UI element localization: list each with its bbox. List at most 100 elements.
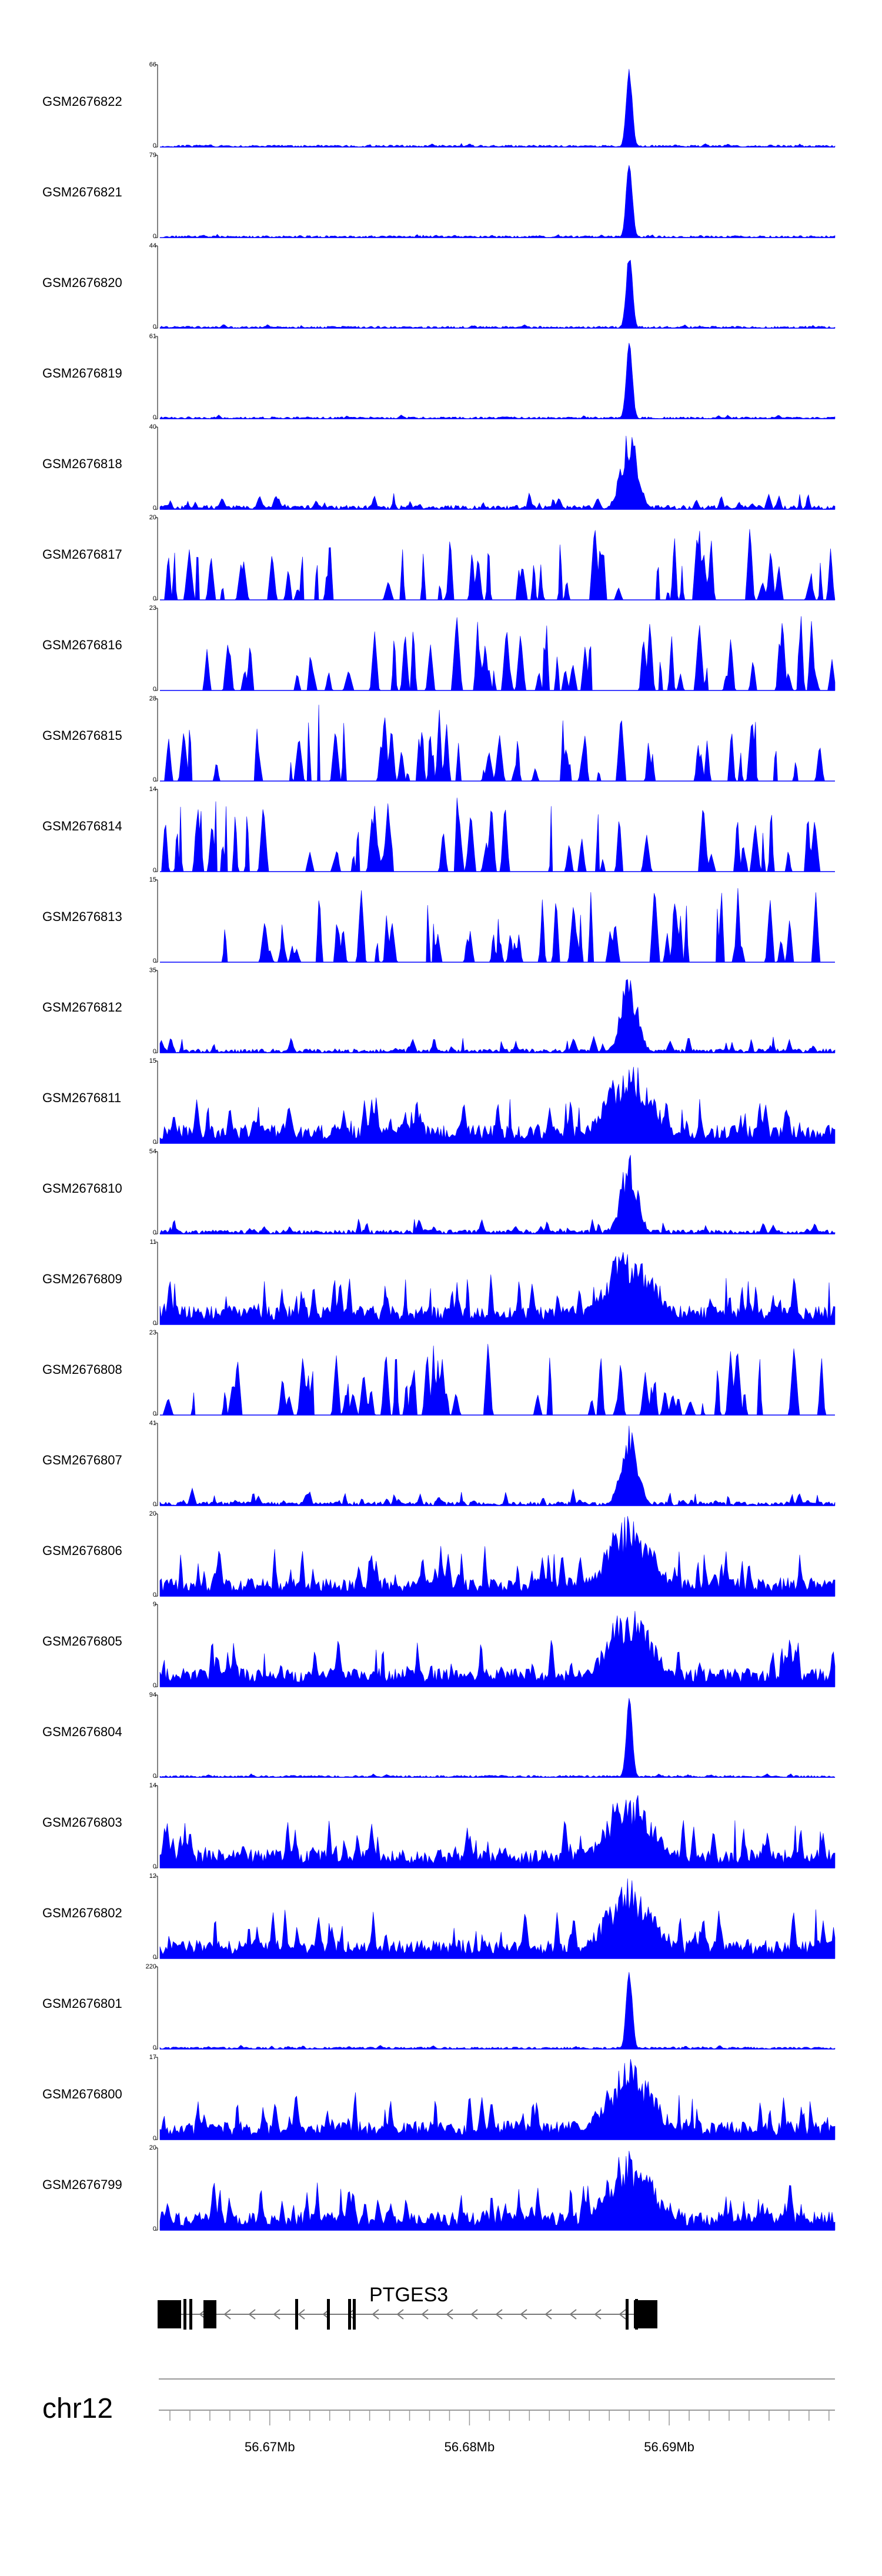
y-min-label: 0 [152,2225,156,2233]
y-max-label: 20 [149,514,156,521]
y-max-label: 14 [149,786,156,793]
coverage-area-GSM2676807 [159,1426,836,1506]
y-max-label: 12 [149,1873,156,1880]
exon [348,2299,351,2330]
y-max-label: 14 [149,1782,156,1789]
track-label-GSM2676817: GSM2676817 [42,547,122,562]
track-label-GSM2676814: GSM2676814 [42,819,122,833]
coverage-area-GSM2676812 [159,979,836,1053]
y-min-label: 0 [152,2135,156,2142]
exon [626,2299,629,2330]
track-label-GSM2676801: GSM2676801 [42,1996,122,2011]
track-label-GSM2676811: GSM2676811 [42,1090,122,1105]
y-max-label: 41 [149,1420,156,1427]
coverage-area-GSM2676802 [159,1878,836,1959]
track-label-GSM2676803: GSM2676803 [42,1815,122,1830]
y-min-label: 0 [152,2044,156,2051]
track-label-GSM2676799: GSM2676799 [42,2177,122,2192]
track-label-GSM2676800: GSM2676800 [42,2087,122,2101]
y-min-label: 0 [152,505,156,512]
y-min-label: 0 [152,1410,156,1417]
y-min-label: 0 [152,595,156,602]
y-min-label: 0 [152,1320,156,1327]
coverage-area-GSM2676809 [159,1252,836,1325]
coverage-area-GSM2676808 [160,1344,835,1416]
coverage-area-GSM2676814 [160,798,835,872]
x-tick-label: 56.67Mb [244,2440,295,2454]
track-label-GSM2676819: GSM2676819 [42,366,122,381]
strand-arrow [372,2309,379,2320]
coverage-area-GSM2676811 [159,1066,836,1144]
strand-arrow [273,2309,280,2320]
track-label-GSM2676821: GSM2676821 [42,185,122,199]
y-max-label: 28 [149,695,156,702]
coverage-area-GSM2676819 [159,343,836,419]
y-max-label: 15 [149,1057,156,1065]
strand-arrow [594,2309,602,2320]
y-max-label: 44 [149,242,156,249]
y-max-label: 9 [152,1601,156,1608]
coverage-area-GSM2676818 [159,435,836,510]
y-min-label: 0 [152,957,156,965]
coverage-area-GSM2676805 [159,1611,836,1687]
y-min-label: 0 [152,142,156,149]
exon [183,2299,186,2330]
strand-arrow [298,2309,305,2320]
y-min-label: 0 [152,233,156,240]
y-min-label: 0 [152,1048,156,1055]
track-label-GSM2676815: GSM2676815 [42,728,122,743]
coverage-area-GSM2676810 [159,1154,836,1234]
strand-arrow [421,2309,429,2320]
y-min-label: 0 [152,1773,156,1780]
exon [353,2299,356,2330]
y-min-label: 0 [152,1139,156,1146]
coverage-area-GSM2676815 [160,705,835,782]
exon [158,2300,181,2328]
coverage-area-GSM2676816 [160,616,836,691]
y-max-label: 220 [145,1963,156,1970]
track-label-GSM2676806: GSM2676806 [42,1543,122,1558]
y-max-label: 20 [149,1510,156,1517]
y-min-label: 0 [152,776,156,783]
track-label-GSM2676805: GSM2676805 [42,1634,122,1649]
y-min-label: 0 [152,1591,156,1599]
y-min-label: 0 [152,686,156,693]
coverage-area-GSM2676800 [159,2058,836,2140]
strand-arrow [470,2309,478,2320]
coverage-area-GSM2676804 [159,1698,836,1778]
coverage-area-GSM2676817 [160,529,836,601]
exon [203,2300,216,2328]
track-label-GSM2676813: GSM2676813 [42,909,122,924]
track-label-GSM2676804: GSM2676804 [42,1724,122,1739]
y-max-label: 66 [149,61,156,68]
y-max-label: 20 [149,2144,156,2151]
strand-arrow [223,2309,231,2320]
x-tick-label: 56.69Mb [644,2440,694,2454]
coverage-area-GSM2676813 [160,888,835,963]
strand-arrow [446,2309,453,2320]
strand-arrow [569,2309,577,2320]
y-min-label: 0 [152,414,156,421]
y-min-label: 0 [152,323,156,331]
coverage-area-GSM2676803 [159,1795,836,1868]
coverage-area-GSM2676822 [159,69,836,148]
coverage-area-GSM2676806 [159,1516,836,1597]
y-max-label: 23 [149,1329,156,1336]
y-min-label: 0 [152,1863,156,1870]
coverage-area-GSM2676799 [159,2150,836,2231]
track-label-GSM2676812: GSM2676812 [42,1000,122,1015]
track-label-GSM2676809: GSM2676809 [42,1272,122,1286]
y-max-label: 94 [149,1691,156,1699]
coverage-area-GSM2676821 [159,165,836,238]
strand-arrow [396,2309,404,2320]
y-max-label: 15 [149,876,156,883]
y-min-label: 0 [152,867,156,874]
gene-label: PTGES3 [369,2284,449,2306]
track-label-GSM2676810: GSM2676810 [42,1181,122,1196]
track-label-GSM2676818: GSM2676818 [42,456,122,471]
strand-arrow [248,2309,256,2320]
y-max-label: 17 [149,2054,156,2061]
y-max-label: 54 [149,1148,156,1155]
y-max-label: 40 [149,423,156,431]
